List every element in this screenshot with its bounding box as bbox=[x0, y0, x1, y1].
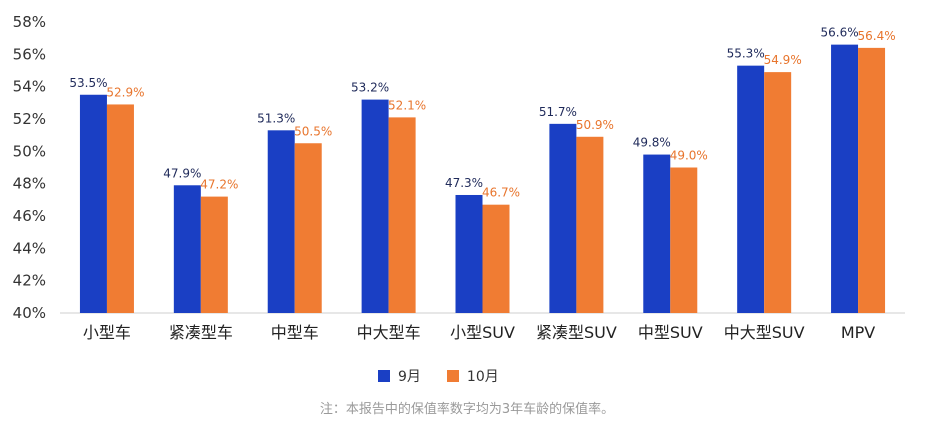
y-tick-label: 52% bbox=[13, 110, 46, 128]
y-tick-label: 42% bbox=[13, 272, 46, 290]
bar-october bbox=[106, 104, 134, 313]
data-label-october: 52.1% bbox=[388, 98, 426, 112]
bar-september bbox=[455, 194, 483, 313]
x-tick-label: 紧凑型SUV bbox=[536, 323, 617, 342]
x-tick-label: 中大型车 bbox=[357, 323, 421, 342]
data-label-october: 46.7% bbox=[482, 186, 520, 200]
data-label-september: 49.8% bbox=[633, 136, 671, 150]
bar-september bbox=[173, 185, 201, 313]
x-tick-label: 中大型SUV bbox=[724, 323, 805, 342]
footnote: 注：本报告中的保值率数字均为3年车龄的保值率。 bbox=[319, 402, 615, 417]
y-tick-label: 56% bbox=[13, 45, 46, 63]
legend-item-october: 10月 bbox=[446, 366, 499, 386]
data-label-september: 47.3% bbox=[445, 176, 483, 190]
data-label-september: 56.6% bbox=[820, 26, 858, 40]
data-label-october: 54.9% bbox=[764, 53, 802, 67]
data-label-september: 53.2% bbox=[351, 81, 389, 95]
bar-october bbox=[294, 143, 322, 313]
y-tick-label: 58% bbox=[13, 13, 46, 31]
data-label-september: 51.7% bbox=[539, 105, 577, 119]
x-tick-label: 小型SUV bbox=[450, 323, 515, 342]
legend: 9月 10月 bbox=[378, 366, 499, 386]
legend-item-september: 9月 bbox=[378, 366, 421, 386]
bar-september bbox=[79, 94, 107, 313]
bar-october bbox=[858, 47, 886, 313]
data-label-september: 55.3% bbox=[727, 47, 765, 61]
data-label-september: 47.9% bbox=[163, 166, 201, 180]
x-axis: 小型车 紧凑型车 中型车 中大型车 小型SUV 紧凑型SUV 中型SUV 中大型SUV MPV bbox=[60, 312, 905, 342]
bar-september bbox=[267, 130, 295, 313]
data-label-october: 50.5% bbox=[294, 124, 332, 138]
y-tick-label: 40% bbox=[13, 304, 46, 322]
data-label-september: 53.5% bbox=[69, 76, 107, 90]
bar-labels: 53.5%52.9% 47.9%47.2% 51.3%50.5% 53.2% 52.1%… bbox=[69, 26, 895, 200]
bar-october bbox=[576, 136, 604, 313]
bar-october bbox=[764, 72, 792, 313]
bar-september bbox=[361, 99, 389, 313]
bar-october bbox=[200, 196, 228, 313]
data-label-october: 47.2% bbox=[200, 178, 238, 192]
bar-september bbox=[737, 65, 765, 314]
x-tick-label: MPV bbox=[841, 323, 875, 342]
bar-september bbox=[643, 154, 671, 313]
data-label-october: 56.4% bbox=[857, 29, 895, 43]
data-label-october: 49.0% bbox=[670, 149, 708, 163]
x-tick-label: 中型SUV bbox=[638, 323, 703, 342]
legend-label-october: 10月 bbox=[466, 369, 499, 385]
bar-october bbox=[482, 204, 510, 313]
y-tick-label: 50% bbox=[13, 142, 46, 160]
bar-september bbox=[549, 123, 577, 313]
bar-october bbox=[388, 117, 416, 313]
y-tick-label: 46% bbox=[13, 207, 46, 225]
x-tick-label: 中型车 bbox=[271, 323, 319, 342]
legend-swatch-october bbox=[446, 370, 459, 382]
data-label-october: 50.9% bbox=[576, 118, 614, 132]
y-tick-label: 48% bbox=[13, 175, 46, 193]
data-label-september: 51.3% bbox=[257, 111, 295, 125]
legend-swatch-september bbox=[378, 370, 390, 382]
y-axis: 40% 42% 44% 46% 48% 50% 52% 54% 56% 58% bbox=[13, 13, 46, 322]
y-tick-label: 54% bbox=[13, 78, 46, 96]
bar-october bbox=[670, 167, 698, 313]
bars bbox=[79, 44, 886, 314]
x-tick-label: 小型车 bbox=[83, 323, 131, 342]
y-tick-label: 44% bbox=[13, 239, 46, 257]
x-tick-label: 紧凑型车 bbox=[169, 323, 233, 342]
legend-label-september: 9月 bbox=[398, 369, 421, 385]
bar-september bbox=[831, 44, 859, 314]
data-label-october: 52.9% bbox=[106, 85, 144, 99]
